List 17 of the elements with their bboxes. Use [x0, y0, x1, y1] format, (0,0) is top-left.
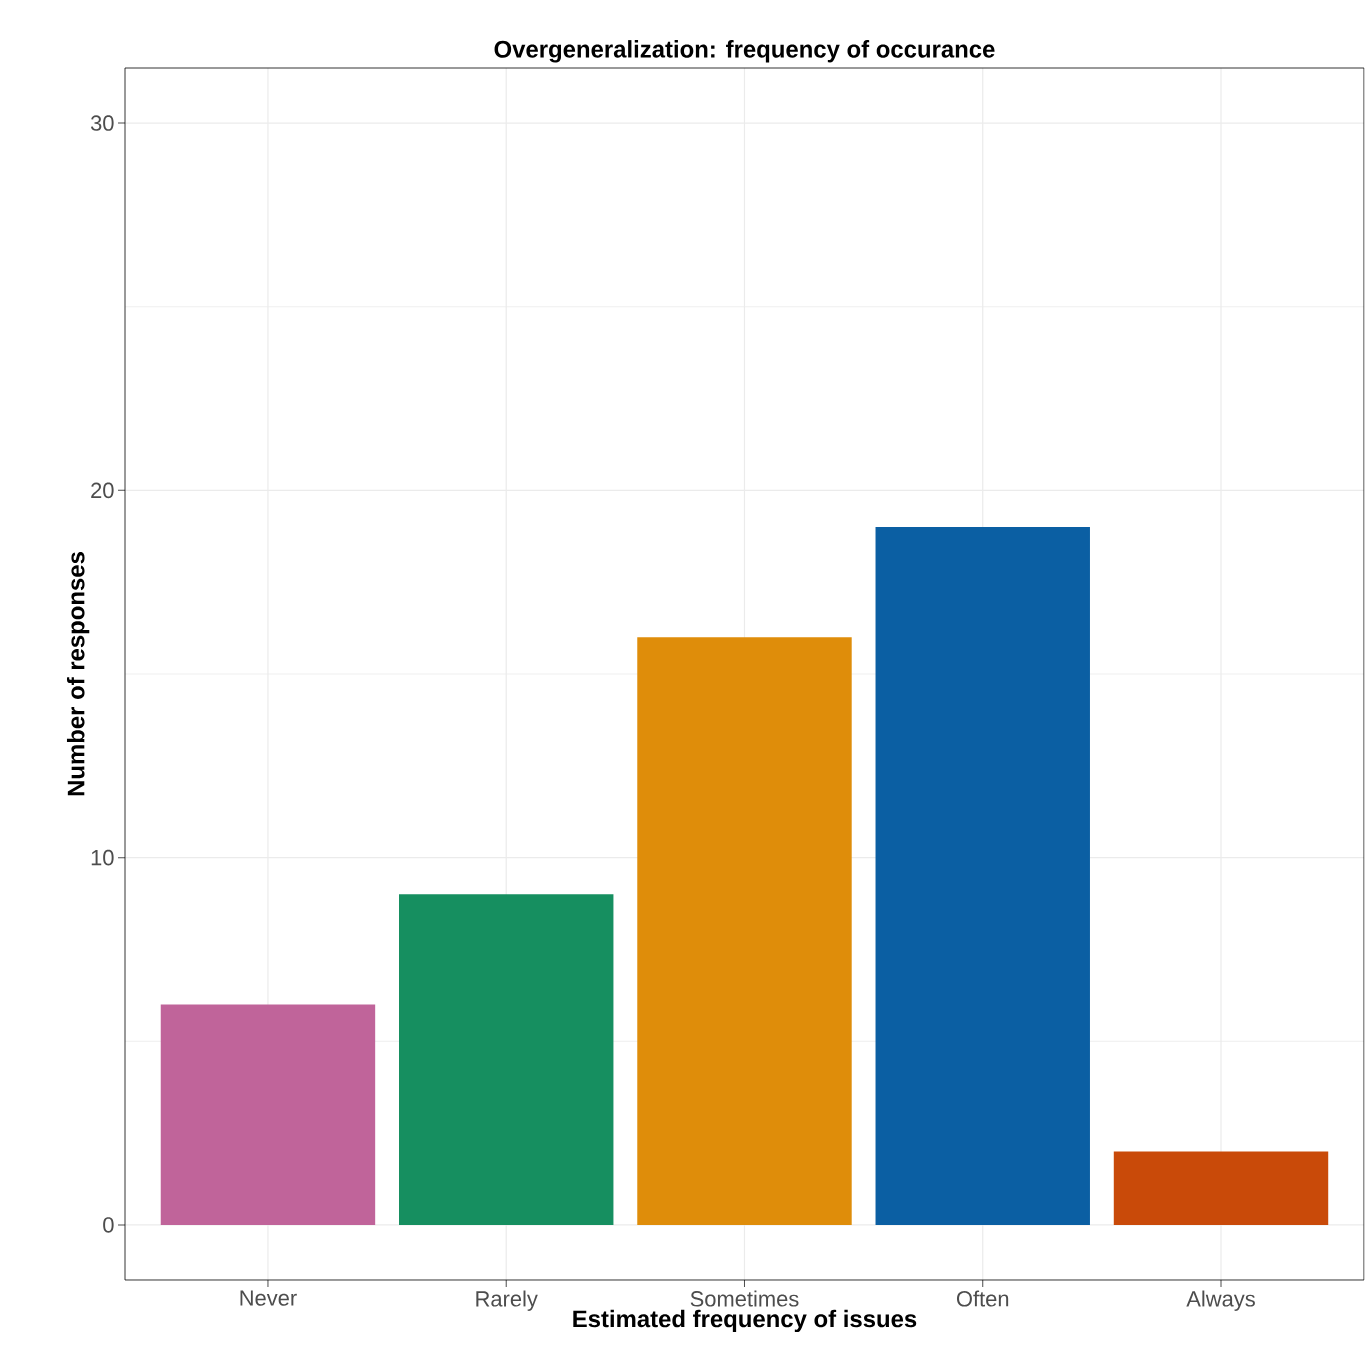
y-tick-label: 0	[103, 1217, 114, 1233]
x-tick-label: Always	[1186, 1290, 1256, 1311]
bar	[637, 637, 852, 1225]
x-tick-label: Rarely	[476, 1290, 539, 1311]
chart-title: Overgeneralization: frequency of occurance	[494, 40, 995, 63]
x-tick-label: Never	[240, 1290, 298, 1306]
x-tick-label: Sometimes	[690, 1290, 799, 1307]
y-tick-label: 20	[91, 482, 114, 499]
bar	[399, 894, 614, 1225]
bar	[875, 527, 1091, 1225]
bar	[160, 1004, 376, 1225]
y-tick-label: 10	[91, 849, 114, 866]
bar	[1114, 1151, 1329, 1225]
x-axis-title: Estimated frequency of issues	[573, 1309, 917, 1333]
y-tick-label: 30	[91, 115, 114, 131]
y-axis-title: Number of responses	[67, 552, 90, 796]
x-tick-label: Often	[957, 1290, 1009, 1307]
